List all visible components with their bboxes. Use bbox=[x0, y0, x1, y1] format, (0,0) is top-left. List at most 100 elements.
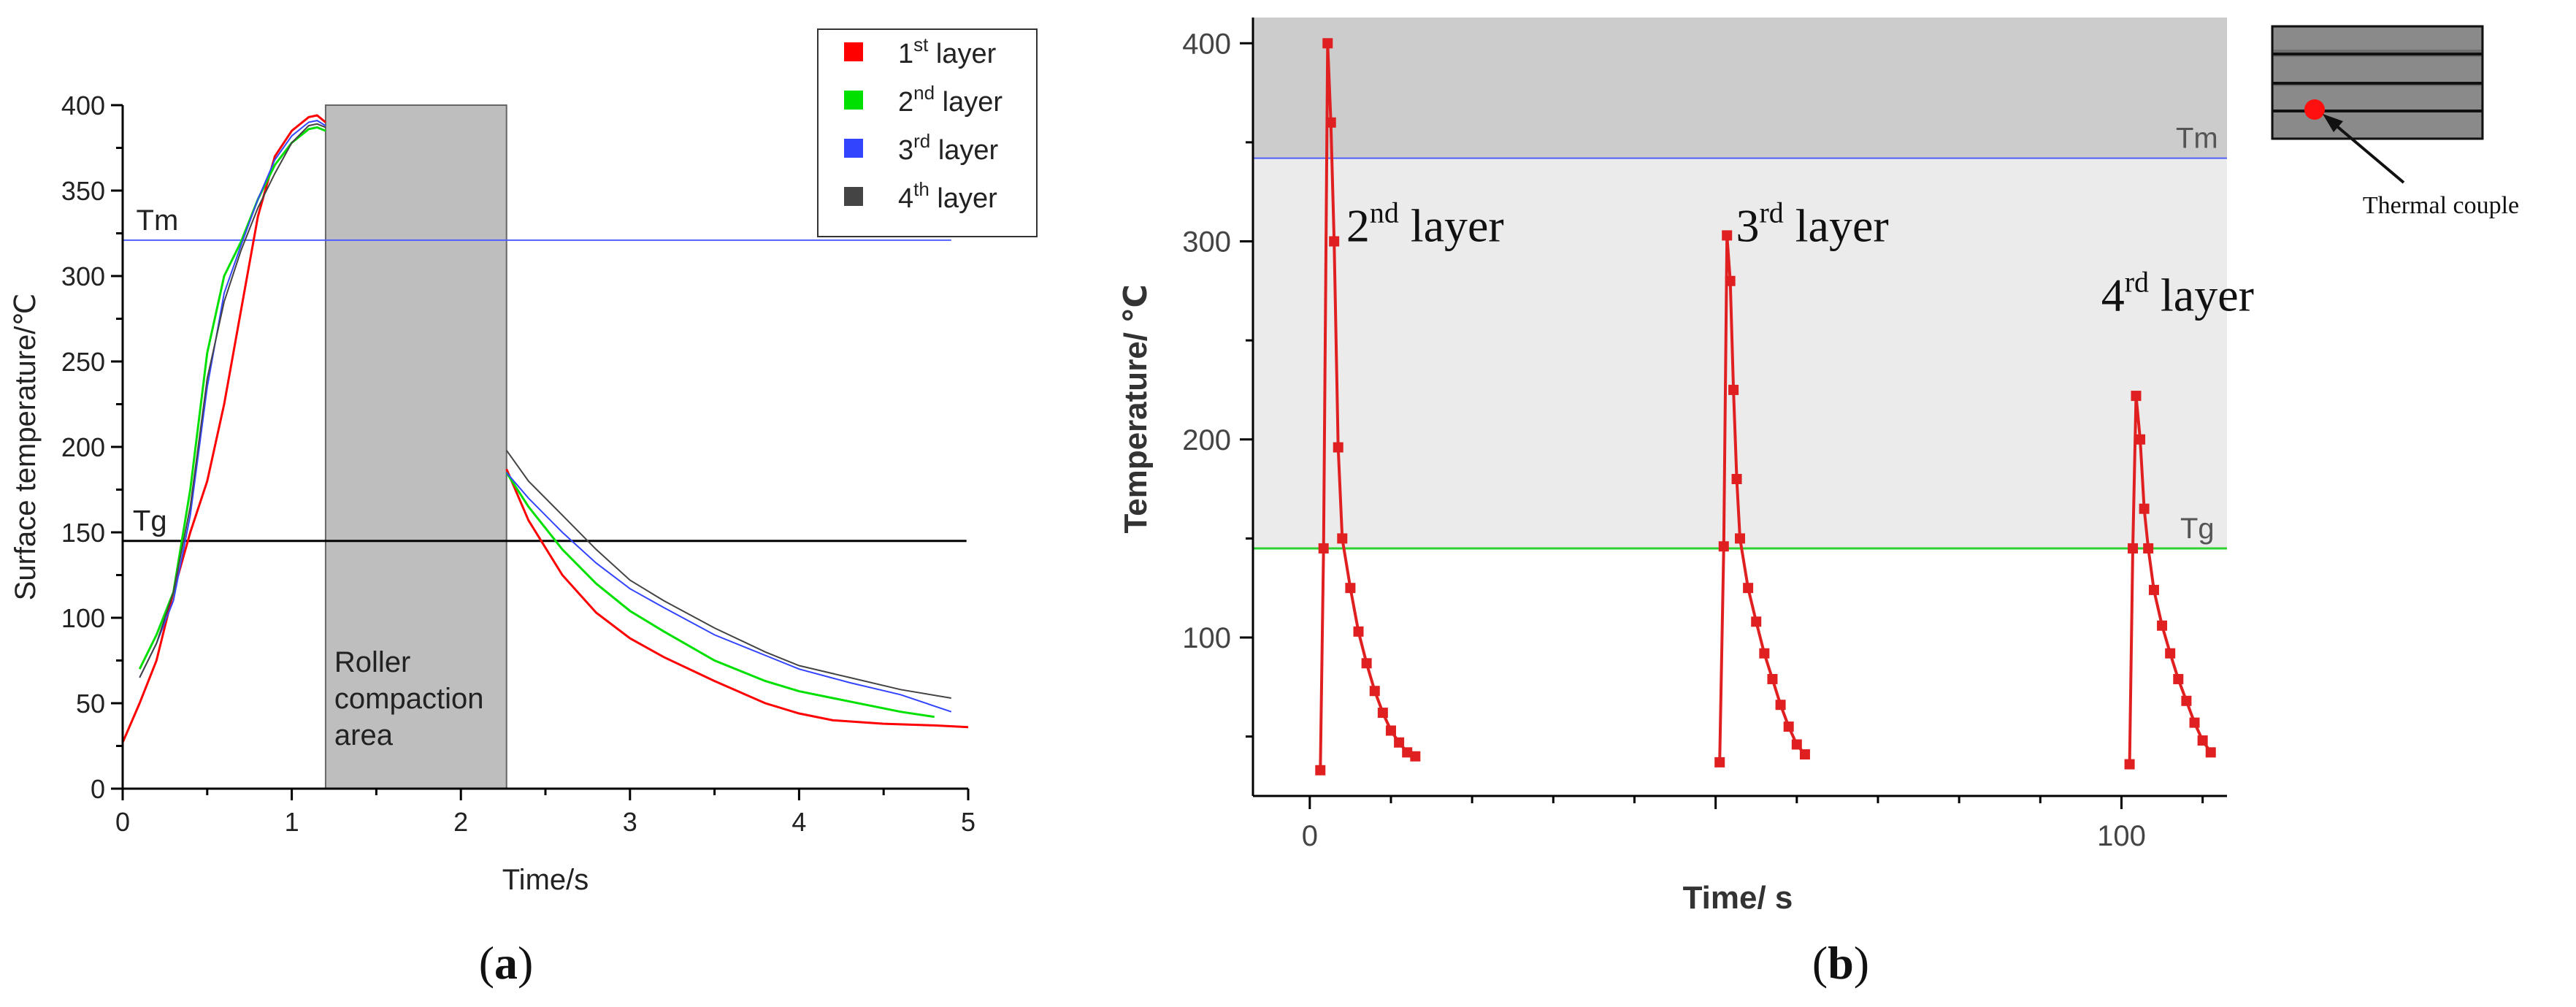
legend-label-rest: layer bbox=[935, 87, 1003, 118]
series-line-3rd-layer bbox=[139, 120, 952, 713]
legend-label: 2nd layer bbox=[898, 82, 1003, 118]
annotation-rest: layer bbox=[2149, 269, 2254, 321]
above-tm-band bbox=[1253, 18, 2227, 158]
x-axis-label: Time/s bbox=[502, 864, 589, 896]
annotation-2nd-layer: 2nd layer bbox=[1346, 196, 1504, 252]
legend-label: 1st layer bbox=[898, 34, 997, 69]
data-point-marker bbox=[1377, 708, 1388, 719]
y-tick-label: 350 bbox=[61, 176, 105, 206]
x-tick-label: 0 bbox=[1302, 820, 1318, 852]
data-point-marker bbox=[1361, 658, 1372, 669]
y-tick-label: 150 bbox=[61, 518, 105, 548]
y-tick-label: 100 bbox=[61, 603, 105, 633]
data-point-marker bbox=[1329, 236, 1340, 247]
data-point-marker bbox=[2135, 434, 2146, 445]
y-tick-label: 200 bbox=[1182, 424, 1231, 456]
data-point-marker bbox=[2197, 735, 2208, 746]
legend-label-base: 3 bbox=[898, 135, 913, 166]
data-point-marker bbox=[1333, 442, 1343, 453]
series-group bbox=[1315, 38, 2216, 776]
series-line-4th-layer bbox=[139, 123, 951, 699]
inset-layer bbox=[2274, 86, 2481, 110]
legend-swatch bbox=[844, 139, 863, 158]
data-point-marker bbox=[2173, 673, 2184, 684]
data-point-marker bbox=[1731, 474, 1742, 485]
thermal-couple-label: Thermal couple bbox=[2363, 192, 2519, 219]
annotation-rest: layer bbox=[1784, 200, 1889, 252]
y-tick-label: 300 bbox=[1182, 226, 1231, 259]
thermal-couple-arrowhead bbox=[2323, 114, 2343, 132]
thermal-couple-inset: Thermal couple bbox=[2271, 25, 2519, 219]
x-tick-label: 3 bbox=[623, 807, 637, 837]
legend-swatch bbox=[844, 91, 863, 110]
x-ticks: 0 1 2 3 4 5 bbox=[115, 789, 975, 837]
data-point-marker bbox=[1322, 38, 1333, 49]
data-point-marker bbox=[1791, 739, 1802, 750]
legend-label: 3rd layer bbox=[898, 130, 999, 166]
panel-b: Tm Tg 2nd layer 3rd layer 4rd layer 0 100… bbox=[1118, 18, 2519, 989]
data-point-marker bbox=[1799, 749, 1810, 760]
annotation-rest: layer bbox=[1399, 200, 1504, 252]
data-point-marker bbox=[1315, 765, 1326, 776]
annotation-3rd-layer: 3rd layer bbox=[1736, 196, 1888, 252]
data-point-marker bbox=[1725, 275, 1736, 286]
thermal-couple-arrow bbox=[2328, 118, 2405, 184]
data-point-marker bbox=[1722, 230, 1733, 241]
data-point-marker bbox=[1385, 725, 1396, 736]
panel-a-caption-letter: a bbox=[494, 937, 518, 989]
legend-label-sup: th bbox=[913, 178, 929, 200]
y-ticks: 0 50 100 150 200 250 300 350 400 bbox=[61, 91, 123, 804]
x-tick-label: 100 bbox=[2097, 820, 2146, 852]
data-point-marker bbox=[1743, 583, 1754, 594]
roller-compaction-label-line: area bbox=[334, 719, 394, 751]
x-ticks: 0 100 bbox=[1302, 796, 2204, 852]
data-point-marker bbox=[1751, 616, 1762, 627]
panel-b-caption: (b) bbox=[1812, 937, 1869, 989]
data-point-marker bbox=[2131, 391, 2142, 402]
data-point-marker bbox=[2128, 543, 2139, 554]
x-axis-label: Time/ s bbox=[1683, 880, 1793, 916]
series-line bbox=[1319, 43, 1417, 770]
data-point-marker bbox=[2143, 543, 2154, 554]
data-point-marker bbox=[1714, 757, 1725, 767]
legend-label-rest: layer bbox=[929, 183, 997, 214]
data-point-marker bbox=[1337, 533, 1348, 544]
data-point-marker bbox=[2181, 695, 2192, 706]
panel-a: Roller compaction area Tm Tg 0 1 2 3 4 5 0 50 1… bbox=[9, 28, 1038, 989]
data-point-marker bbox=[1767, 673, 1778, 684]
data-point-marker bbox=[1318, 543, 1329, 554]
data-point-marker bbox=[1353, 626, 1364, 637]
data-point-marker bbox=[2189, 717, 2200, 728]
data-point-marker bbox=[1718, 541, 1729, 552]
data-point-marker bbox=[2148, 584, 2159, 595]
data-point-marker bbox=[1783, 721, 1794, 732]
x-tick-label: 2 bbox=[453, 807, 468, 837]
data-point-marker bbox=[2157, 620, 2168, 631]
roller-compaction-label-line: Roller bbox=[334, 646, 410, 678]
data-point-marker bbox=[2139, 503, 2150, 514]
legend-label-sup: rd bbox=[913, 130, 930, 152]
annotation-sup: nd bbox=[1370, 196, 1399, 229]
panel-a-caption: (a) bbox=[479, 937, 534, 989]
y-tick-label: 400 bbox=[61, 91, 105, 120]
legend-label-sup: nd bbox=[913, 82, 935, 104]
legend-swatch bbox=[844, 187, 863, 206]
x-tick-label: 1 bbox=[285, 807, 299, 837]
panel-b-caption-letter: b bbox=[1828, 937, 1854, 989]
series-line-1st-layer bbox=[121, 114, 969, 743]
data-point-marker bbox=[1728, 384, 1739, 395]
inset-layer bbox=[2274, 112, 2481, 137]
roller-compaction-label-line: compaction bbox=[334, 683, 484, 715]
legend-label-sup: st bbox=[913, 34, 929, 55]
annotation-base: 3 bbox=[1736, 200, 1759, 252]
annotation-4rd-layer: 4rd layer bbox=[2101, 265, 2254, 321]
inset-layer bbox=[2274, 57, 2481, 82]
inset-layer bbox=[2274, 28, 2481, 50]
annotation-base: 4 bbox=[2101, 269, 2125, 321]
y-tick-label: 50 bbox=[76, 689, 105, 719]
y-ticks: 100 200 300 400 bbox=[1182, 28, 1253, 738]
data-point-marker bbox=[2165, 648, 2176, 659]
legend-label-rest: layer bbox=[928, 39, 996, 69]
